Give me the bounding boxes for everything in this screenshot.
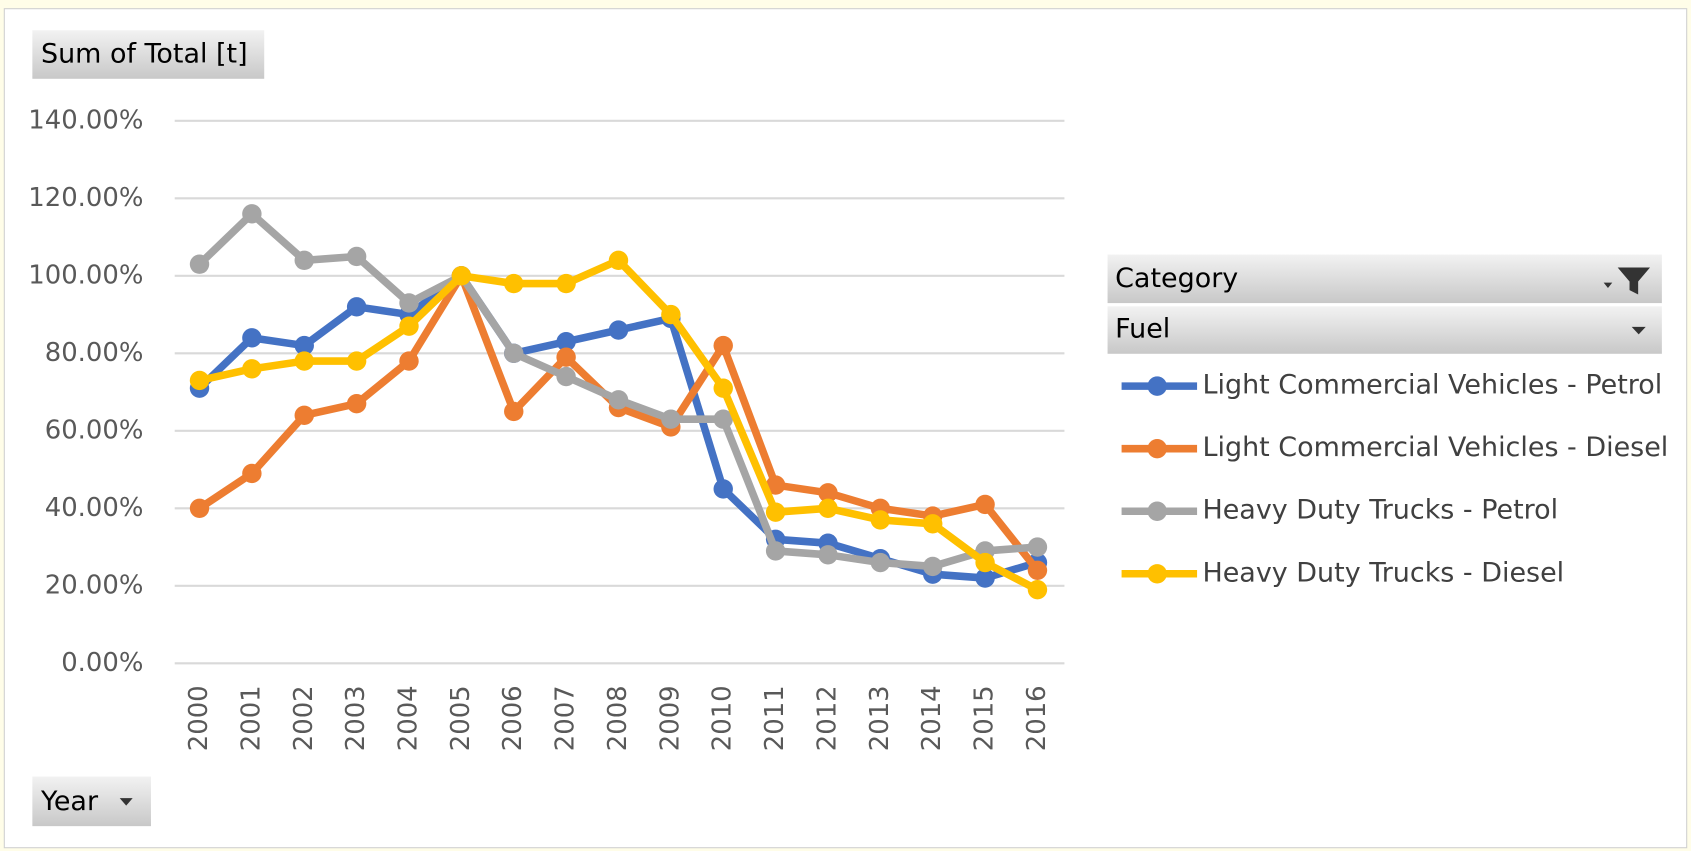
x-tick-label: 2016 — [1022, 685, 1052, 751]
point — [504, 273, 524, 294]
legend-marker — [1147, 376, 1167, 396]
y-tick-label: 20.00% — [45, 570, 144, 600]
point — [1027, 537, 1048, 557]
point — [765, 502, 786, 522]
legend-field-label: Category — [1115, 263, 1238, 294]
legend-marker — [1147, 501, 1167, 521]
point — [765, 475, 786, 495]
x-tick-label: 2003 — [341, 685, 371, 751]
point — [189, 498, 210, 519]
x-tick-label: 2000 — [184, 685, 214, 751]
y-tick-label: 0.00% — [61, 648, 143, 678]
legend-label: Light Commercial Vehicles - Diesel — [1202, 432, 1668, 463]
point — [399, 316, 419, 336]
point — [399, 351, 419, 371]
point — [346, 393, 367, 414]
point — [294, 351, 314, 371]
point — [923, 514, 943, 534]
legend-field-button[interactable] — [1107, 254, 1662, 304]
point — [975, 552, 995, 573]
y-tick-label: 40.00% — [45, 493, 144, 523]
x-tick-label: 2001 — [236, 685, 266, 751]
point — [870, 510, 891, 530]
point — [556, 331, 576, 352]
point — [975, 494, 995, 515]
x-tick-label: 2014 — [917, 685, 947, 751]
point — [189, 254, 210, 274]
value-field-button[interactable] — [32, 30, 265, 79]
point — [504, 401, 524, 422]
legend-marker — [1147, 438, 1167, 459]
point — [504, 343, 524, 364]
point — [294, 250, 314, 271]
point — [870, 552, 891, 573]
point — [608, 390, 629, 410]
x-tick-label: 2002 — [289, 685, 319, 751]
point — [818, 483, 838, 503]
axis-field-label: Year — [40, 786, 99, 817]
point — [242, 463, 262, 484]
point — [294, 335, 314, 356]
point — [346, 351, 367, 371]
x-tick-label: 2010 — [708, 685, 738, 751]
point — [765, 541, 786, 561]
x-tick-label: 2006 — [498, 685, 528, 751]
point — [975, 568, 995, 588]
x-tick-label: 2012 — [812, 685, 842, 751]
point — [242, 204, 262, 224]
x-tick-label: 2009 — [655, 685, 685, 751]
point — [556, 273, 576, 294]
point — [713, 409, 733, 429]
point — [294, 405, 314, 426]
y-tick-label: 80.00% — [45, 338, 144, 368]
point — [608, 320, 629, 340]
point — [556, 347, 576, 367]
legend-field-label: Fuel — [1115, 314, 1170, 345]
point — [818, 498, 838, 519]
legend-marker — [1147, 564, 1167, 584]
y-tick-label: 100.00% — [28, 260, 143, 290]
axis-field-button[interactable] — [32, 776, 151, 827]
legend-field-button[interactable] — [1107, 306, 1662, 354]
x-tick-label: 2015 — [970, 685, 1000, 751]
x-tick-label: 2004 — [393, 685, 423, 751]
chart-area — [3, 8, 1688, 849]
point — [608, 250, 629, 271]
point — [556, 366, 576, 387]
y-tick-label: 140.00% — [28, 105, 143, 135]
point — [451, 266, 472, 286]
point — [661, 409, 681, 429]
x-tick-label: 2008 — [603, 685, 633, 751]
x-tick-label: 2011 — [760, 685, 790, 751]
point — [818, 545, 838, 565]
point — [189, 370, 210, 391]
dropdown-arrow — [119, 798, 133, 806]
dropdown-arrow — [1631, 326, 1646, 335]
legend-label: Heavy Duty Trucks - Diesel — [1202, 557, 1564, 588]
point — [242, 328, 262, 348]
point — [713, 378, 733, 398]
point — [1027, 560, 1048, 581]
point — [923, 556, 943, 577]
x-tick-label: 2013 — [865, 685, 895, 751]
y-tick-label: 60.00% — [45, 415, 144, 445]
point — [1027, 579, 1048, 600]
point — [661, 304, 681, 325]
legend-label: Light Commercial Vehicles - Petrol — [1202, 370, 1662, 401]
filter-icon — [1603, 267, 1651, 295]
point — [242, 359, 262, 379]
point — [399, 293, 419, 313]
y-tick-label: 120.00% — [28, 183, 143, 213]
value-field-label: Sum of Total [t] — [41, 39, 248, 70]
point — [346, 246, 367, 267]
point — [713, 335, 733, 356]
point — [713, 479, 733, 499]
legend-label: Heavy Duty Trucks - Petrol — [1202, 495, 1558, 526]
point — [346, 297, 367, 317]
x-tick-label: 2005 — [446, 685, 476, 751]
x-tick-label: 2007 — [551, 685, 581, 751]
